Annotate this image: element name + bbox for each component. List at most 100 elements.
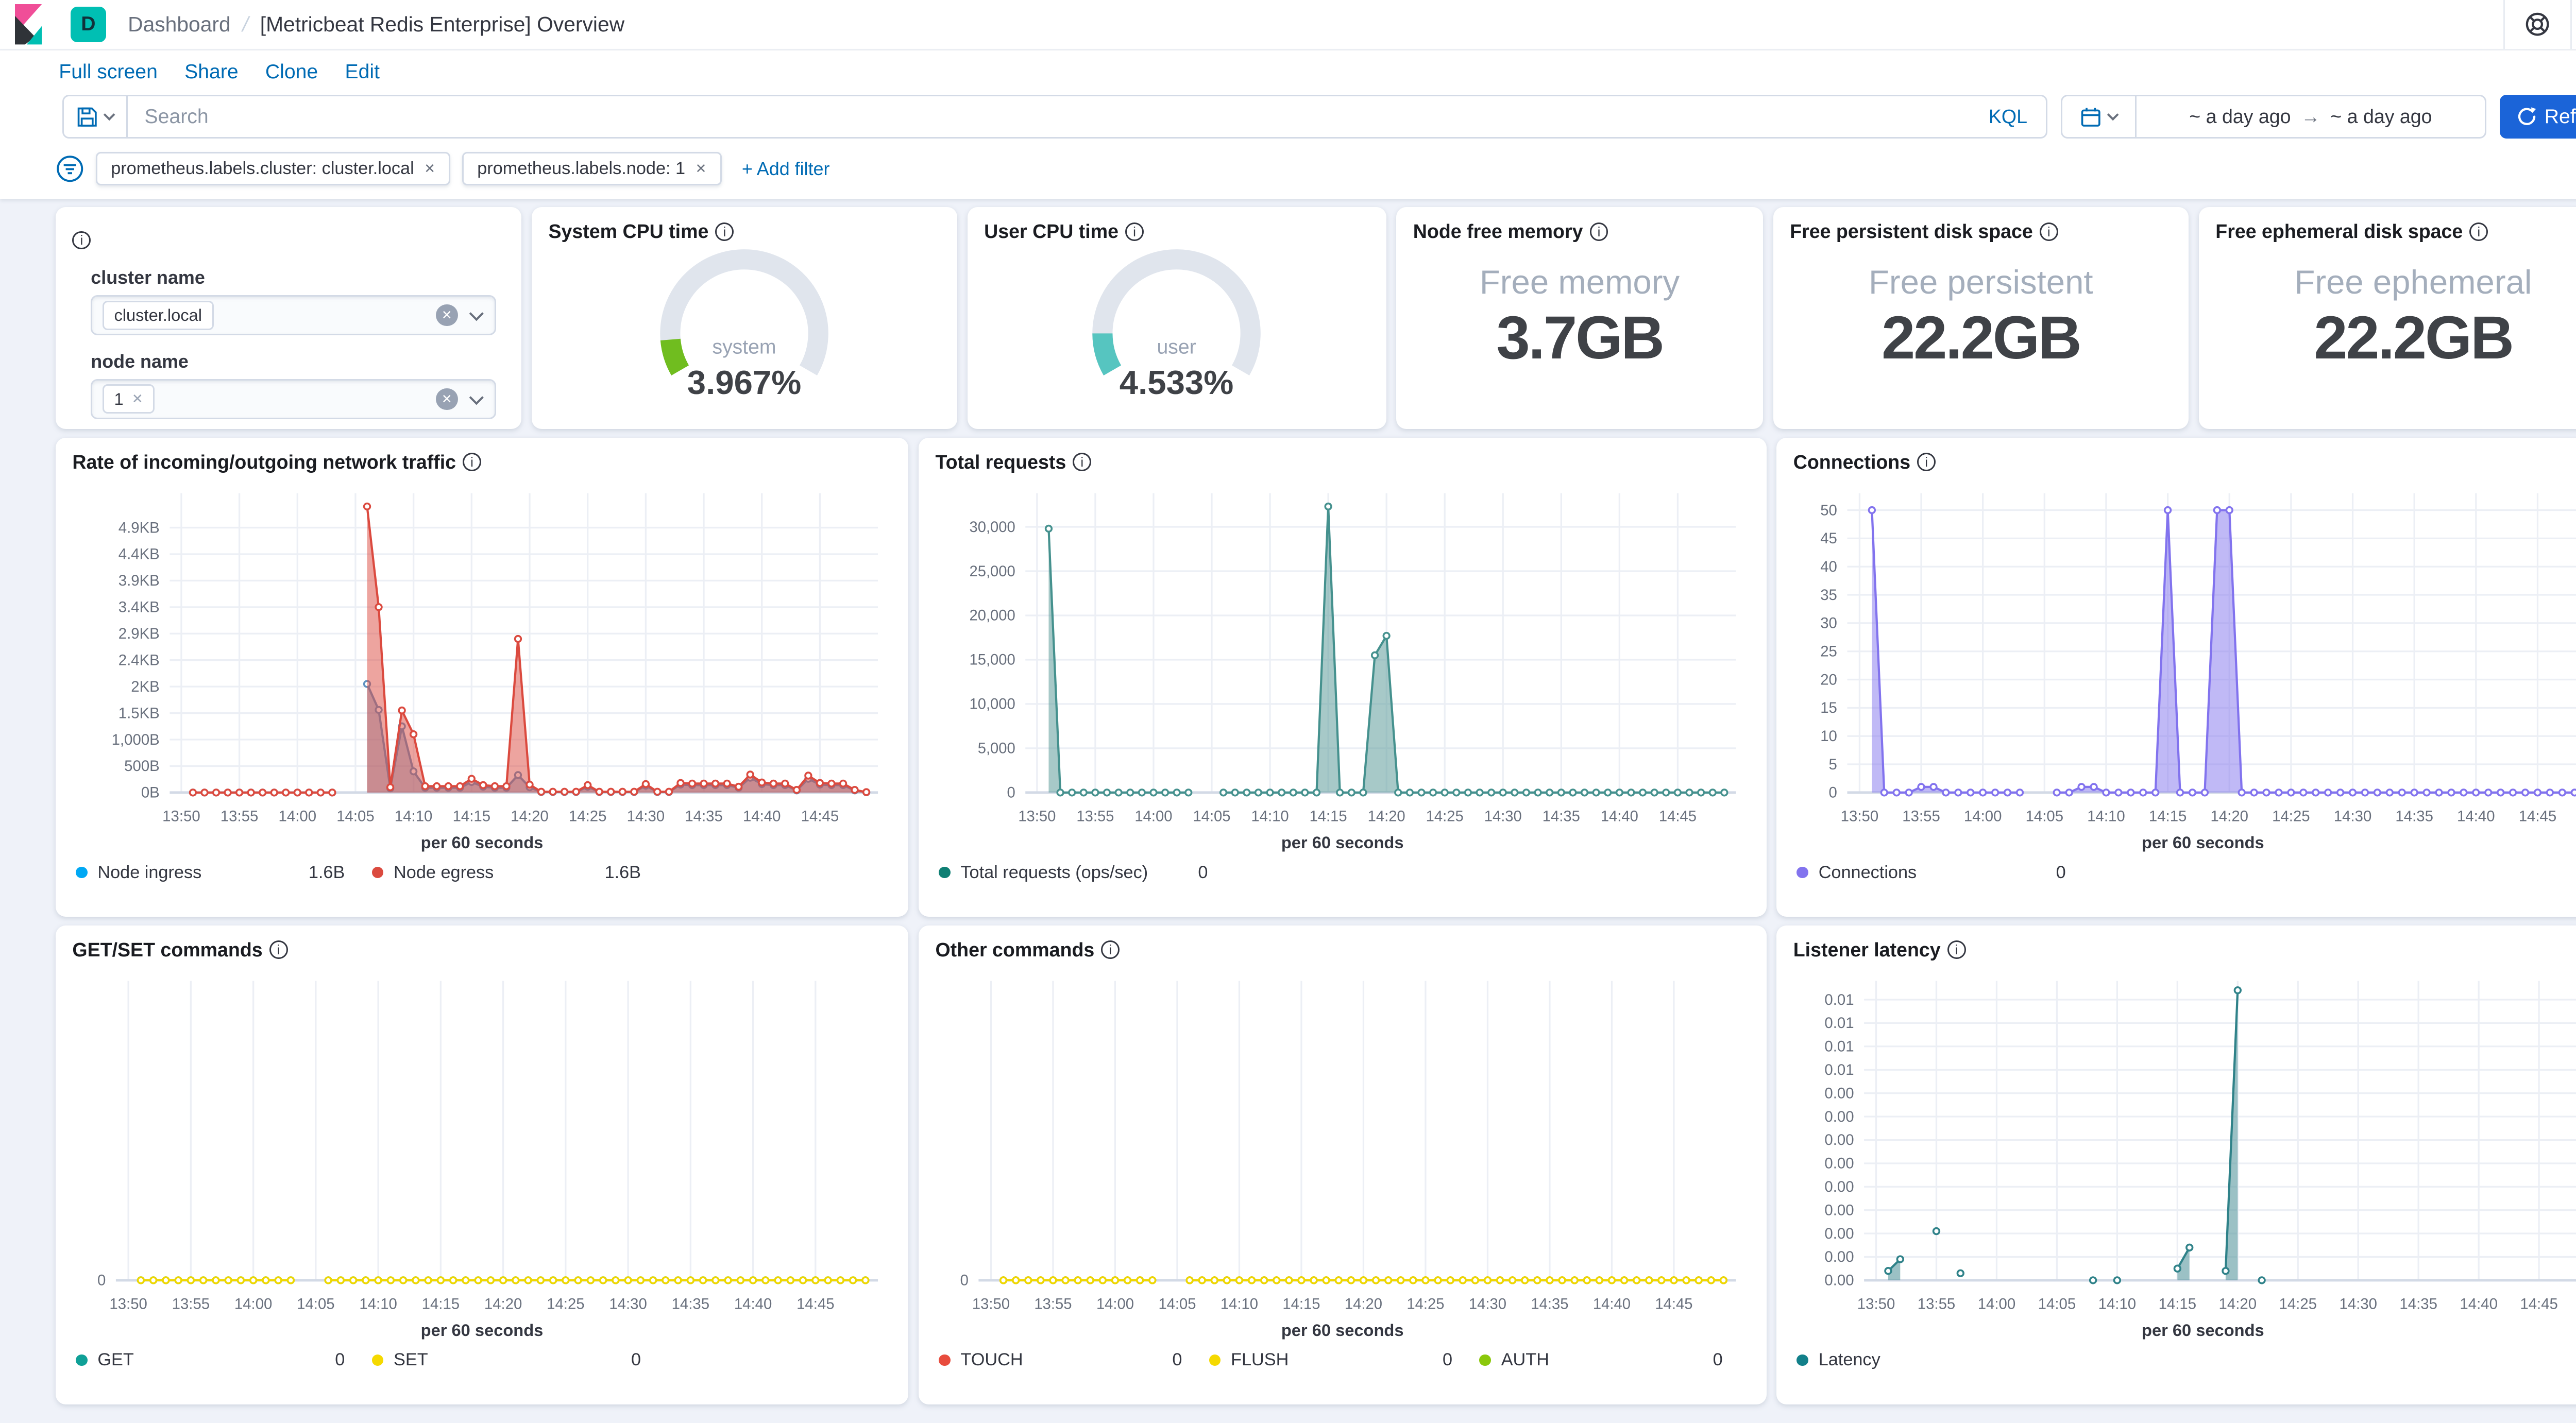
filter-pill-label: prometheus.labels.cluster: cluster.local xyxy=(111,159,414,179)
quick-select-date-button[interactable] xyxy=(2062,96,2137,137)
panel-title: User CPU time i xyxy=(984,220,1369,242)
refresh-button[interactable]: Refresh xyxy=(2500,95,2576,139)
remove-filter-icon[interactable]: ✕ xyxy=(696,161,707,177)
legend-item-latency[interactable]: Latency xyxy=(1797,1350,2093,1370)
chevron-down-icon[interactable] xyxy=(469,390,484,405)
svg-text:14:00: 14:00 xyxy=(279,808,317,825)
svg-text:14:45: 14:45 xyxy=(1655,1295,1693,1312)
legend-item-connections[interactable]: Connections0 xyxy=(1797,863,2093,883)
info-icon[interactable]: i xyxy=(269,940,288,959)
network-traffic-chart[interactable]: 13:5013:5514:0014:0514:1014:1514:2014:25… xyxy=(72,476,891,833)
svg-text:14:40: 14:40 xyxy=(1601,808,1638,825)
legend-item-flush[interactable]: FLUSH0 xyxy=(1209,1350,1480,1370)
cluster-name-combobox[interactable]: cluster.local ✕ xyxy=(91,295,496,335)
legend-item-touch[interactable]: TOUCH0 xyxy=(939,1350,1209,1370)
dashboard-grid: i cluster name cluster.local ✕ node name… xyxy=(0,199,2576,1423)
node-name-combobox[interactable]: 1 ✕ ✕ xyxy=(91,379,496,419)
clear-selection-icon[interactable]: ✕ xyxy=(436,304,457,326)
panel-title: GET/SET commands i xyxy=(72,939,891,961)
svg-text:14:00: 14:00 xyxy=(1964,808,2002,825)
info-icon[interactable]: i xyxy=(2469,222,2488,241)
system-cpu-gauge[interactable]: system 3.967% xyxy=(601,243,887,418)
svg-text:14:05: 14:05 xyxy=(2038,1295,2076,1312)
info-icon[interactable]: i xyxy=(1590,222,1608,241)
filter-pill-cluster[interactable]: prometheus.labels.cluster: cluster.local… xyxy=(96,152,450,185)
svg-text:50: 50 xyxy=(1820,502,1837,519)
info-icon[interactable]: i xyxy=(72,231,91,250)
info-icon[interactable]: i xyxy=(1125,222,1144,241)
info-icon[interactable]: i xyxy=(463,453,481,471)
saved-queries-button[interactable] xyxy=(64,96,128,137)
remove-tag-icon[interactable]: ✕ xyxy=(132,391,143,407)
connections-chart[interactable]: 13:5013:5514:0014:0514:1014:1514:2014:25… xyxy=(1793,476,2576,833)
breadcrumb-dashboard-link[interactable]: Dashboard xyxy=(128,12,231,37)
chart-legend: Node ingress1.6BNode egress1.6B xyxy=(72,863,891,883)
user-cpu-gauge[interactable]: user 4.533% xyxy=(1033,243,1319,418)
free-memory-panel: Node free memory i Free memory 3.7GB xyxy=(1396,207,1763,429)
svg-text:13:50: 13:50 xyxy=(972,1295,1010,1312)
other-commands-chart[interactable]: 13:5013:5514:0014:0514:1014:1514:2014:25… xyxy=(935,964,1749,1321)
info-icon[interactable]: i xyxy=(715,222,734,241)
panel-title: Total requests i xyxy=(935,451,1749,473)
listener-latency-chart[interactable]: 13:5013:5514:0014:0514:1014:1514:2014:25… xyxy=(1793,964,2576,1321)
legend-label: FLUSH xyxy=(1231,1350,1289,1370)
date-from[interactable]: ~ a day ago xyxy=(2189,106,2291,128)
svg-text:13:55: 13:55 xyxy=(1035,1295,1072,1312)
legend-item-get[interactable]: GET0 xyxy=(76,1350,372,1370)
date-to[interactable]: ~ a day ago xyxy=(2330,106,2432,128)
kibana-logo[interactable] xyxy=(15,4,52,44)
menu-full-screen[interactable]: Full screen xyxy=(59,61,158,83)
svg-text:14:20: 14:20 xyxy=(484,1295,522,1312)
gauge-label: user xyxy=(1157,336,1196,358)
legend-value: 0 xyxy=(335,1350,345,1370)
clear-selection-icon[interactable]: ✕ xyxy=(436,388,457,410)
info-icon[interactable]: i xyxy=(2040,222,2058,241)
filter-menu-icon[interactable] xyxy=(56,155,84,183)
legend-dot-icon xyxy=(1209,1355,1221,1366)
svg-text:13:50: 13:50 xyxy=(1857,1295,1895,1312)
filter-pill-node[interactable]: prometheus.labels.node: 1 ✕ xyxy=(462,152,722,185)
panel-title: Rate of incoming/outgoing network traffi… xyxy=(72,451,891,473)
menu-clone[interactable]: Clone xyxy=(265,61,318,83)
chevron-down-icon[interactable] xyxy=(469,306,484,321)
date-range[interactable]: ~ a day ago → ~ a day ago xyxy=(2137,106,2485,128)
menu-share[interactable]: Share xyxy=(184,61,239,83)
get-set-commands-chart[interactable]: 13:5013:5514:0014:0514:1014:1514:2014:25… xyxy=(72,964,891,1321)
svg-text:0.00: 0.00 xyxy=(1824,1178,1854,1195)
chevron-down-icon xyxy=(104,109,115,121)
info-icon[interactable]: i xyxy=(1101,940,1120,959)
legend-item-set[interactable]: SET0 xyxy=(372,1350,668,1370)
legend-item-node-ingress[interactable]: Node ingress1.6B xyxy=(76,863,372,883)
chart-legend: GET0SET0 xyxy=(72,1350,891,1370)
svg-text:0.00: 0.00 xyxy=(1824,1272,1854,1289)
menu-edit[interactable]: Edit xyxy=(345,61,380,83)
panel-title-text: Free persistent disk space xyxy=(1790,220,2033,242)
panel-title: Connections i xyxy=(1793,451,2576,473)
search-input[interactable] xyxy=(128,106,1970,128)
legend-item-node-egress[interactable]: Node egress1.6B xyxy=(372,863,668,883)
cluster-tag-label: cluster.local xyxy=(114,305,202,325)
refresh-label: Refresh xyxy=(2545,106,2576,128)
svg-text:0.01: 0.01 xyxy=(1824,1061,1854,1078)
svg-text:14:45: 14:45 xyxy=(796,1295,835,1312)
svg-text:3.4KB: 3.4KB xyxy=(118,598,160,615)
query-bar: KQL xyxy=(62,95,2047,139)
kql-toggle[interactable]: KQL xyxy=(1970,106,2046,128)
help-button[interactable] xyxy=(2503,0,2571,49)
total-requests-chart[interactable]: 13:5013:5514:0014:0514:1014:1514:2014:25… xyxy=(935,476,1749,833)
legend-item-auth[interactable]: AUTH0 xyxy=(1479,1350,1750,1370)
legend-item-total-requests-ops-sec-[interactable]: Total requests (ops/sec)0 xyxy=(939,863,1235,883)
svg-text:14:20: 14:20 xyxy=(511,808,549,825)
add-filter-button[interactable]: + Add filter xyxy=(742,158,830,180)
svg-text:500B: 500B xyxy=(125,758,160,775)
legend-value: 0 xyxy=(1198,863,1208,883)
info-icon[interactable]: i xyxy=(1917,453,1936,471)
newsfeed-button[interactable] xyxy=(2570,0,2576,49)
info-icon[interactable]: i xyxy=(1073,453,1091,471)
info-icon[interactable]: i xyxy=(1947,940,1966,959)
svg-text:14:20: 14:20 xyxy=(1368,808,1405,825)
svg-text:13:55: 13:55 xyxy=(1077,808,1114,825)
remove-filter-icon[interactable]: ✕ xyxy=(424,161,435,177)
chart-legend: Connections0 xyxy=(1793,863,2576,883)
panel-row-2: Rate of incoming/outgoing network traffi… xyxy=(56,438,2576,917)
